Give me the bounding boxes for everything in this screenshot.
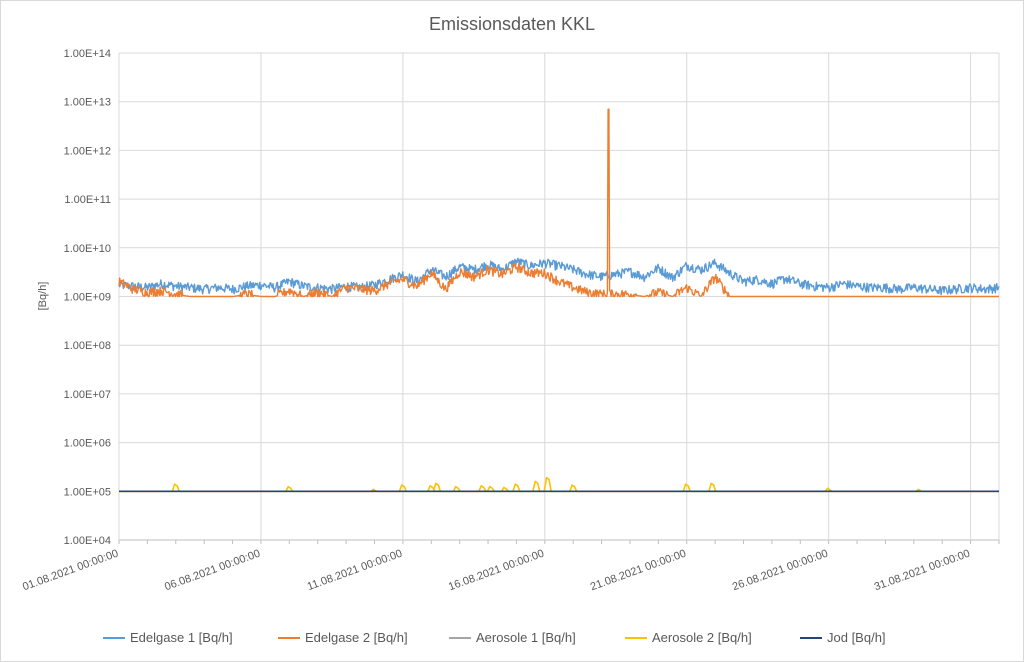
legend: Edelgase 1 [Bq/h] Edelgase 2 [Bq/h] Aeroso… bbox=[103, 630, 886, 645]
y-tick-labels: 1.00E+04 1.00E+05 1.00E+06 1.00E+07 1.00E+08… bbox=[64, 48, 111, 547]
y-tick-label: 1.00E+10 bbox=[64, 243, 111, 255]
legend-label: Edelgase 1 [Bq/h] bbox=[130, 630, 233, 645]
y-tick-label: 1.00E+11 bbox=[64, 194, 111, 206]
y-tick-label: 1.00E+06 bbox=[64, 438, 111, 450]
y-tick-label: 1.00E+07 bbox=[64, 389, 111, 401]
chart-title: Emissionsdaten KKL bbox=[429, 14, 595, 34]
y-tick-label: 1.00E+04 bbox=[64, 535, 111, 547]
y-tick-label: 1.00E+14 bbox=[64, 48, 111, 60]
y-tick-label: 1.00E+08 bbox=[64, 340, 111, 352]
y-tick-label: 1.00E+05 bbox=[64, 486, 111, 498]
legend-label: Jod [Bq/h] bbox=[827, 630, 886, 645]
series-layer bbox=[118, 108, 1000, 493]
y-tick-label: 1.00E+13 bbox=[64, 97, 111, 109]
y-tick-label: 1.00E+09 bbox=[64, 292, 111, 304]
y-tick-label: 1.00E+12 bbox=[64, 145, 111, 157]
series-line bbox=[118, 108, 999, 298]
legend-label: Aerosole 2 [Bq/h] bbox=[652, 630, 752, 645]
series-line bbox=[118, 257, 1000, 296]
legend-label: Edelgase 2 [Bq/h] bbox=[305, 630, 408, 645]
legend-label: Aerosole 1 [Bq/h] bbox=[476, 630, 576, 645]
y-axis-label: [Bq/h] bbox=[37, 282, 49, 311]
